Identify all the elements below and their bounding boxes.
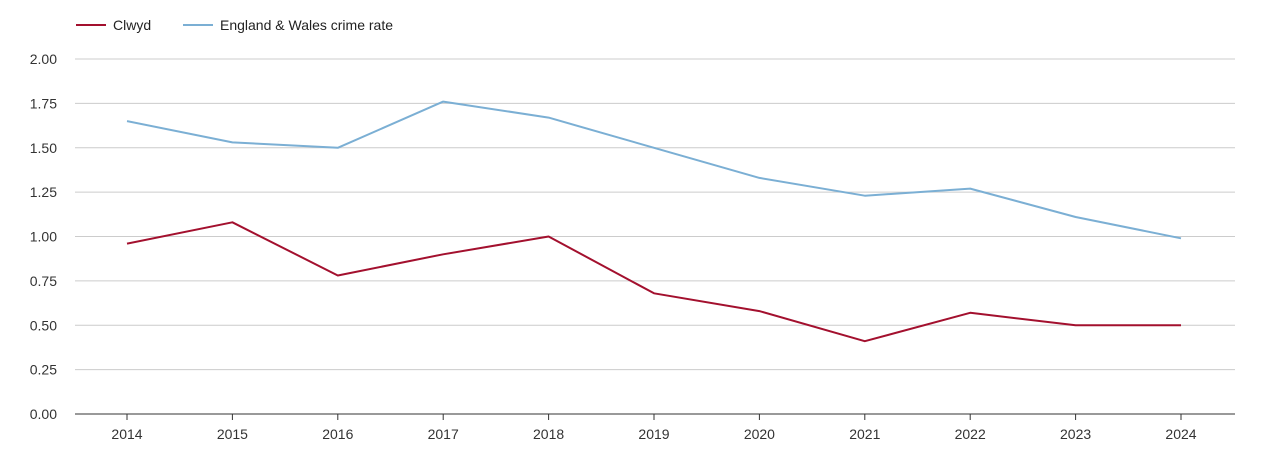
x-tick-label: 2023 [1060,426,1091,442]
x-tick-label: 2019 [638,426,669,442]
y-tick-label: 1.00 [30,229,57,245]
series-line-clwyd [126,221,1181,343]
x-tick-label: 2022 [955,426,986,442]
x-tick-label: 2016 [322,426,353,442]
legend-label: Clwyd [113,17,151,33]
legend-label: England & Wales crime rate [220,17,393,33]
legend: Clwyd England & Wales crime rate [76,17,393,33]
legend-item-england-wales: England & Wales crime rate [183,17,393,33]
x-tick-label: 2017 [428,426,459,442]
x-tick-label: 2015 [217,426,248,442]
x-tick-label: 2021 [849,426,880,442]
y-tick-label: 0.50 [30,317,57,333]
x-tick-label: 2018 [533,426,564,442]
x-tick-label: 2024 [1165,426,1196,442]
x-tick-label: 2020 [744,426,775,442]
grid-lines [75,58,1235,371]
y-tick-label: 1.25 [30,184,57,200]
y-tick-label: 1.50 [30,140,57,156]
y-tick-label: 0.75 [30,273,57,289]
y-tick-label: 2.00 [30,51,57,67]
y-tick-label: 0.00 [30,406,57,422]
x-tick-label: 2014 [111,426,142,442]
series-lines [126,100,1182,343]
x-axis: 2014 2015 2016 2017 2018 2019 2020 2021 2022 2023… [75,413,1235,442]
y-tick-label: 1.75 [30,95,57,111]
legend-item-clwyd: Clwyd [76,17,151,33]
y-axis-ticks: 0.00 0.25 0.50 0.75 1.00 1.25 1.50 1.75 2.00 [30,51,57,422]
series-line-england-wales [126,100,1182,240]
y-tick-label: 0.25 [30,362,57,378]
